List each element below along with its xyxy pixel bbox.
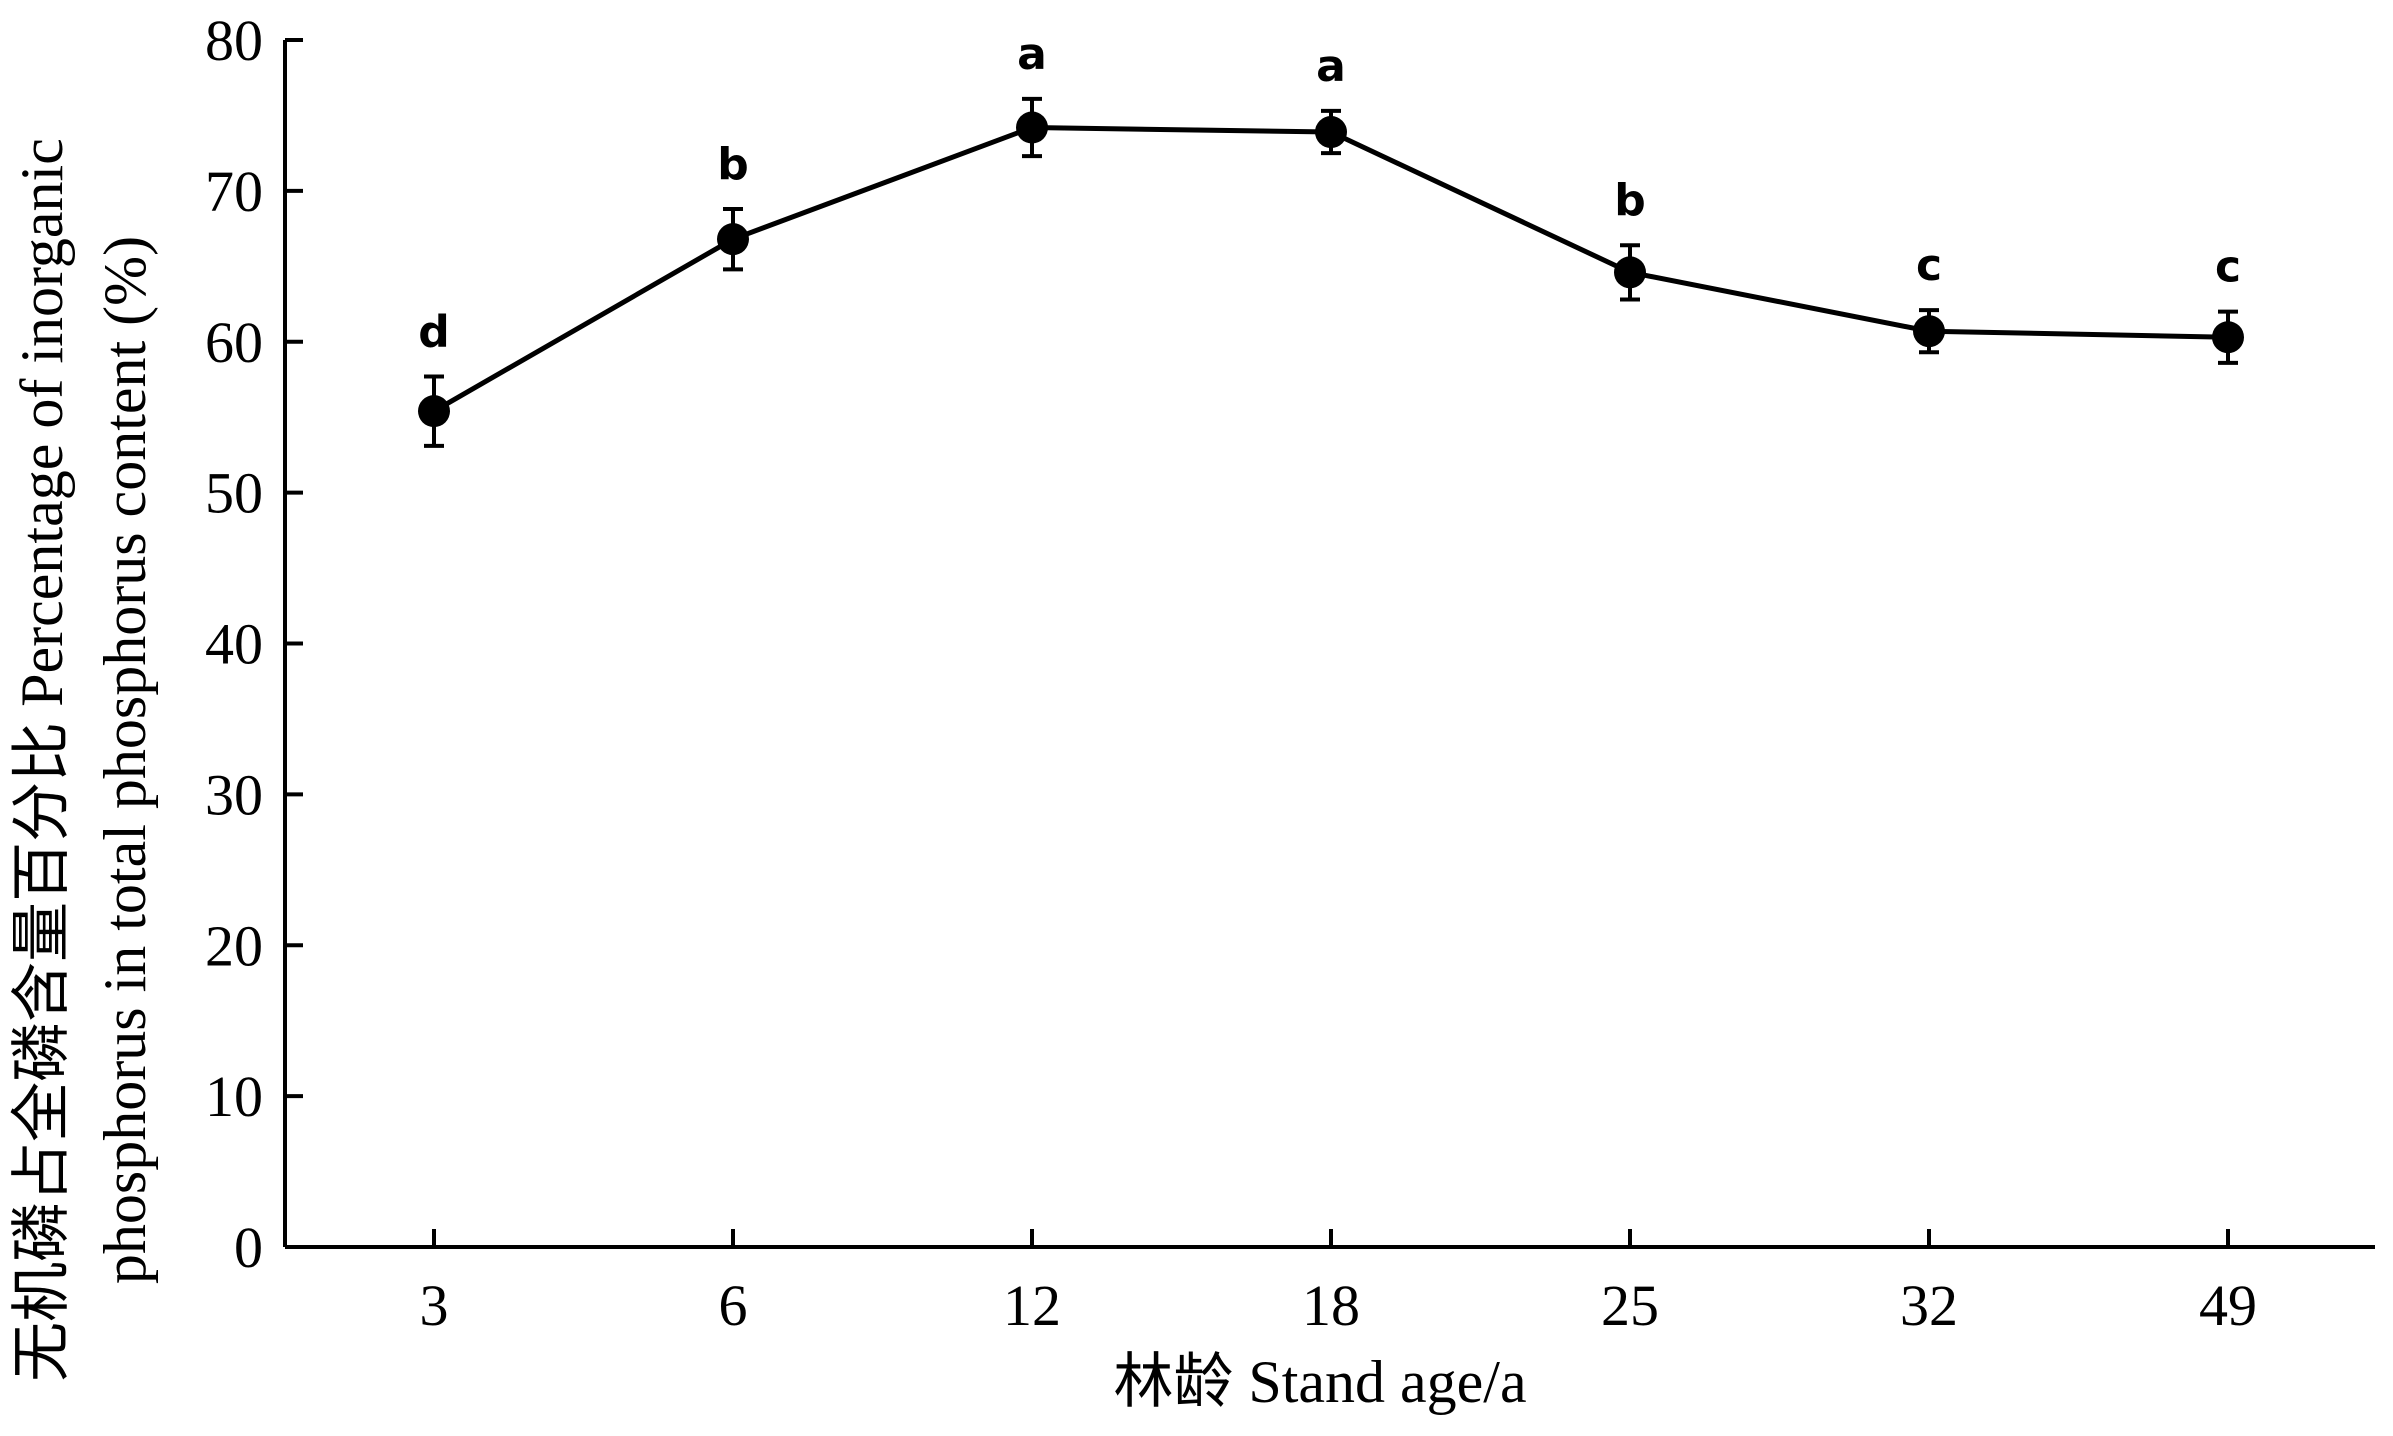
y-tick-label: 30 xyxy=(205,762,263,827)
data-point xyxy=(2212,321,2244,354)
significance-label: a xyxy=(1017,29,1047,80)
x-tick-label: 18 xyxy=(1302,1273,1360,1338)
data-point xyxy=(1614,256,1646,289)
x-tick-label: 32 xyxy=(1900,1273,1958,1338)
y-tick-label: 70 xyxy=(205,159,263,224)
x-tick-label: 25 xyxy=(1601,1273,1659,1338)
data-point xyxy=(1913,315,1945,348)
y-tick-label: 10 xyxy=(205,1064,263,1129)
data-series xyxy=(418,96,2244,448)
axes xyxy=(283,38,2375,1249)
x-tick-label: 12 xyxy=(1003,1273,1061,1338)
y-tick-label: 20 xyxy=(205,913,263,978)
data-point xyxy=(1016,111,1048,144)
significance-label: c xyxy=(1916,240,1942,291)
data-point xyxy=(418,395,450,428)
y-tick-label: 0 xyxy=(234,1215,263,1280)
x-tick-label: 3 xyxy=(420,1273,449,1338)
y-axis-title-line1: 无机磷占全磷含量百分比 Percentage of inorganic xyxy=(9,138,75,1382)
y-tick-label: 40 xyxy=(205,612,263,677)
series-line xyxy=(432,125,2229,414)
y-tick-label: 80 xyxy=(205,8,263,73)
significance-label: c xyxy=(2215,242,2241,293)
data-point xyxy=(717,223,749,256)
x-axis-title: 林龄 Stand age/a xyxy=(1113,1349,1526,1415)
significance-label: d xyxy=(418,306,450,357)
y-tick-label: 50 xyxy=(205,461,263,526)
tick-labels: 0 10 20 30 40 50 60 70 80 3 6 12 18 25 32 49 xyxy=(205,8,2257,1338)
x-tick-label: 49 xyxy=(2199,1273,2257,1338)
y-tick-label: 60 xyxy=(205,310,263,375)
significance-label: a xyxy=(1316,41,1346,92)
x-tick-label: 6 xyxy=(719,1273,748,1338)
significance-label: b xyxy=(717,139,749,190)
significance-labels: d b a a b c c xyxy=(418,29,2241,358)
y-axis-title-line2: phosphorus in total phosphorus content (… xyxy=(92,236,158,1284)
significance-label: b xyxy=(1614,175,1646,226)
data-point xyxy=(1315,116,1347,149)
